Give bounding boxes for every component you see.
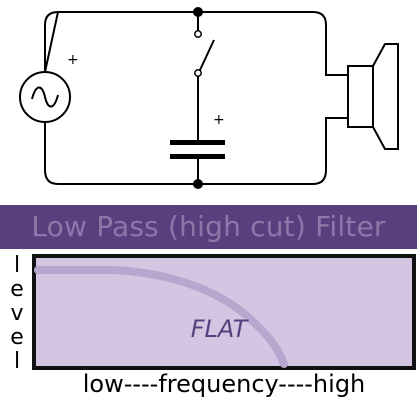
x-axis-label: low----frequency----high	[82, 370, 366, 398]
response-curve	[34, 266, 288, 368]
y-axis-letter: e	[10, 325, 24, 350]
y-axis-letter: e	[10, 277, 24, 302]
frequency-response-graph: FLAT	[32, 254, 416, 370]
filter-title: Low Pass (high cut) Filter	[0, 205, 417, 249]
switch-icon	[193, 7, 215, 140]
y-axis-label: l e v e l	[0, 254, 34, 374]
ac-source-icon	[19, 71, 71, 123]
flat-label: FLAT	[191, 315, 250, 343]
y-axis-letter: v	[10, 301, 24, 326]
capacitor-icon	[170, 140, 225, 189]
speaker-icon	[347, 43, 399, 150]
y-axis-letter: l	[13, 349, 21, 374]
circuit-diagram: + +	[19, 7, 399, 189]
y-axis-letter: l	[13, 253, 21, 278]
source-plus-sign: +	[67, 52, 79, 68]
wire-loop	[44, 10, 348, 185]
capacitor-plus-sign: +	[213, 112, 225, 128]
